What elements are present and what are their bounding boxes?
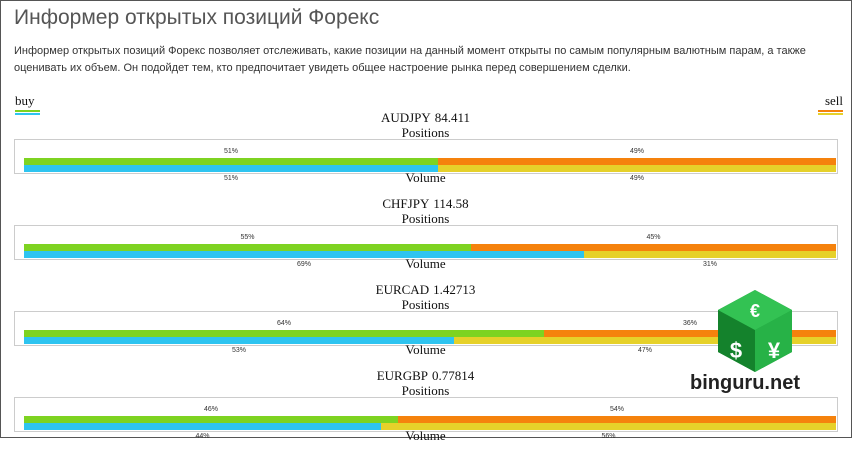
brand-watermark: binguru.net [690,372,800,394]
page-title: Информер открытых позиций Форекс [14,6,380,29]
pair-symbol: EURGBP [376,368,429,383]
legend-sell-positions-line [818,110,843,112]
legend-buy-label: buy [15,93,35,108]
positions-buy-percent: 51% [223,148,239,155]
legend-buy-volume-line [15,113,40,115]
yen-glyph: ¥ [768,338,781,363]
volume-sell-percent: 49% [629,175,645,182]
volume-bar [24,337,836,344]
pair-header: EURGBP 0.77814 [14,368,837,383]
volume-buy-segment [24,251,584,258]
pair-symbol: EURCAD [375,282,430,297]
positions-label: Positions [401,297,450,312]
volume-sell-segment [438,165,836,172]
volume-buy-percent: 44% [195,433,210,440]
positions-buy-percent: 55% [240,234,255,241]
positions-buy-percent: 64% [276,320,292,327]
pair-rate: 84.411 [434,110,471,125]
positions-buy-segment [24,330,544,337]
volume-bar [24,251,836,258]
positions-sell-segment [544,330,836,337]
pair-bars-box: 51% 49% 51% 49% [14,139,838,182]
pair-header: AUDJPY 84.411 [14,110,837,125]
positions-sell-percent: 49% [629,148,645,155]
legend-sell-volume-line [818,113,843,115]
pair-header: EURCAD 1.42713 [14,282,837,297]
volume-label: Volume [405,170,446,185]
pair-rate: 1.42713 [433,282,476,297]
volume-sell-percent: 47% [637,347,653,354]
legend-buy: buy [15,93,40,115]
pair-bars-box: 64% 36% 53% 47% [14,311,838,354]
binguru-logo-icon: € $ ¥ [718,290,792,372]
positions-bar [24,244,836,251]
legend-buy-positions-line [15,110,40,112]
volume-sell-segment [584,251,836,258]
positions-sell-percent: 36% [682,320,698,327]
volume-bar [24,165,836,172]
pair-symbol: AUDJPY [380,110,431,125]
positions-bar [24,330,836,337]
volume-label: Volume [405,256,446,271]
pair-symbol: CHFJPY [382,196,430,211]
volume-sell-segment [454,337,836,344]
positions-label: Positions [401,383,450,398]
positions-sell-percent: 45% [646,234,661,241]
positions-buy-percent: 46% [203,406,219,413]
volume-label: Volume [405,428,446,443]
volume-sell-segment [381,423,836,430]
positions-buy-segment [24,244,471,251]
positions-buy-segment [24,158,438,165]
volume-buy-segment [24,423,381,430]
positions-sell-percent: 54% [609,406,625,413]
euro-glyph: € [750,301,760,321]
pair-rate: 114.58 [433,196,469,211]
pair-rate: 0.77814 [432,368,475,383]
volume-bar [24,423,836,430]
page-description: Информер открытых позиций Форекс позволя… [14,45,806,74]
positions-label: Positions [401,125,450,140]
legend-sell: sell [818,93,843,115]
positions-sell-segment [471,244,836,251]
volume-sell-percent: 31% [702,261,718,268]
positions-sell-segment [398,416,836,423]
positions-sell-segment [438,158,836,165]
pair-block-audjpy: AUDJPY 84.411 51% 49% 51% 49% Positions Volume [14,110,838,198]
volume-sell-percent: 56% [601,433,616,440]
positions-buy-segment [24,416,398,423]
volume-buy-percent: 69% [296,261,312,268]
pair-block-eurcad: EURCAD 1.42713 64% 36% 53% 47% Positions Volume [14,282,838,370]
pair-bars-box: 46% 54% 44% 56% [14,397,838,440]
positions-label: Positions [401,211,450,226]
pair-bars-box: 55% 45% 69% 31% [14,225,838,268]
pair-block-chfjpy: CHFJPY 114.58 55% 45% 69% 31% Positions Volume [14,196,838,284]
dollar-glyph: $ [730,338,742,363]
pair-header: CHFJPY 114.58 [14,196,837,211]
volume-buy-percent: 51% [223,175,239,182]
volume-label: Volume [405,342,446,357]
volume-buy-segment [24,165,438,172]
volume-buy-segment [24,337,454,344]
positions-bar [24,158,836,165]
legend-sell-label: sell [824,93,843,108]
positions-bar [24,416,836,423]
volume-buy-percent: 53% [231,347,247,354]
